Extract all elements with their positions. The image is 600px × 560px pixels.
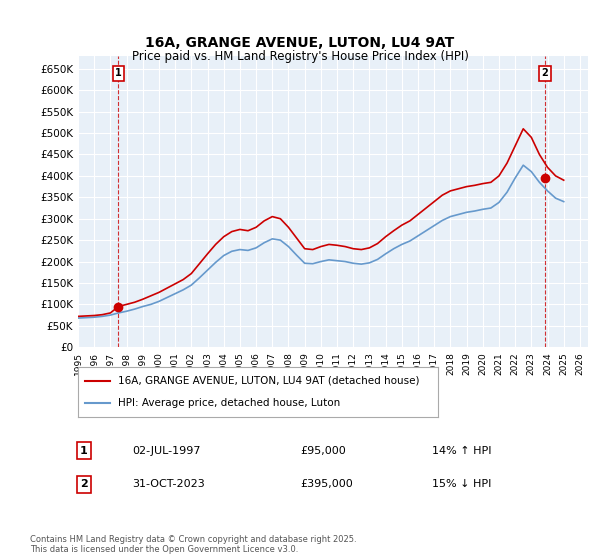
Text: £395,000: £395,000 bbox=[300, 479, 353, 489]
Text: £95,000: £95,000 bbox=[300, 446, 346, 456]
Text: Contains HM Land Registry data © Crown copyright and database right 2025.
This d: Contains HM Land Registry data © Crown c… bbox=[30, 535, 356, 554]
Text: 1: 1 bbox=[80, 446, 88, 456]
Text: 2: 2 bbox=[541, 68, 548, 78]
Text: 1: 1 bbox=[115, 68, 122, 78]
Text: 31-OCT-2023: 31-OCT-2023 bbox=[132, 479, 205, 489]
Text: 15% ↓ HPI: 15% ↓ HPI bbox=[432, 479, 491, 489]
Text: Price paid vs. HM Land Registry's House Price Index (HPI): Price paid vs. HM Land Registry's House … bbox=[131, 50, 469, 63]
Text: 02-JUL-1997: 02-JUL-1997 bbox=[132, 446, 200, 456]
Text: 2: 2 bbox=[80, 479, 88, 489]
Text: 14% ↑ HPI: 14% ↑ HPI bbox=[432, 446, 491, 456]
Text: HPI: Average price, detached house, Luton: HPI: Average price, detached house, Luto… bbox=[118, 398, 340, 408]
Text: 16A, GRANGE AVENUE, LUTON, LU4 9AT (detached house): 16A, GRANGE AVENUE, LUTON, LU4 9AT (deta… bbox=[118, 376, 419, 386]
Text: 16A, GRANGE AVENUE, LUTON, LU4 9AT: 16A, GRANGE AVENUE, LUTON, LU4 9AT bbox=[145, 36, 455, 50]
